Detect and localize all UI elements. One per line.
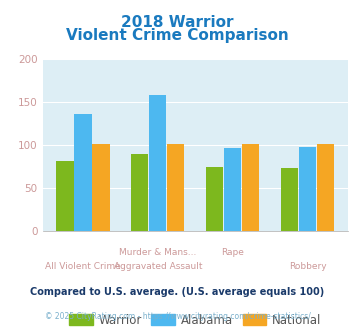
Text: Robbery: Robbery [289, 262, 326, 271]
Bar [281, 168, 298, 231]
Bar [131, 154, 148, 231]
Bar [149, 95, 166, 231]
Bar [167, 144, 184, 231]
Text: All Violent Crime: All Violent Crime [45, 262, 121, 271]
Bar [75, 114, 92, 231]
Bar [299, 147, 316, 231]
Legend: Warrior, Alabama, National: Warrior, Alabama, National [64, 309, 326, 330]
Text: Rape: Rape [221, 248, 244, 257]
Text: © 2025 CityRating.com - https://www.cityrating.com/crime-statistics/: © 2025 CityRating.com - https://www.city… [45, 312, 310, 321]
Bar [206, 167, 223, 231]
Bar [317, 144, 334, 231]
Bar [56, 161, 74, 231]
Text: 2018 Warrior: 2018 Warrior [121, 15, 234, 30]
Bar [92, 144, 110, 231]
Text: Aggravated Assault: Aggravated Assault [114, 262, 202, 271]
Bar [242, 144, 259, 231]
Text: Murder & Mans...: Murder & Mans... [119, 248, 197, 257]
Bar [224, 148, 241, 231]
Text: Violent Crime Comparison: Violent Crime Comparison [66, 28, 289, 43]
Text: Compared to U.S. average. (U.S. average equals 100): Compared to U.S. average. (U.S. average … [31, 287, 324, 297]
